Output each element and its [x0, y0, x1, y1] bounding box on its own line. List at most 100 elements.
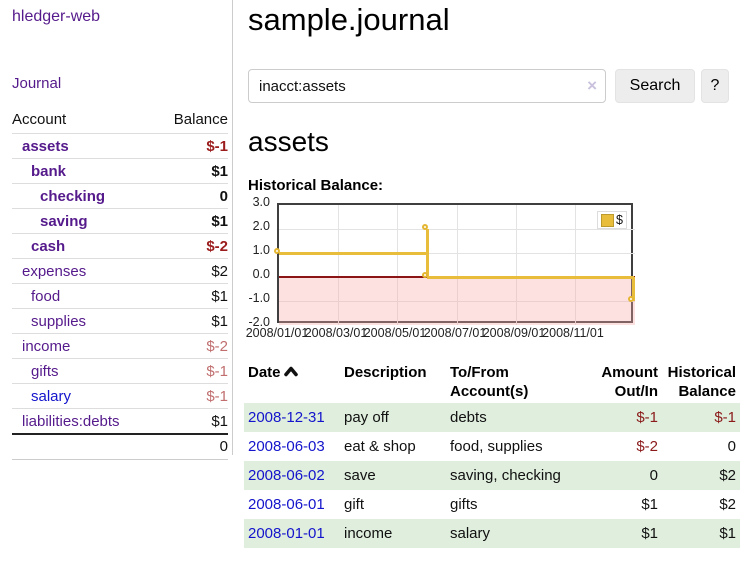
- account-row: food $1: [12, 283, 228, 308]
- column-header-amount-line2: Out/In: [614, 383, 658, 400]
- account-row: liabilities:debts $1: [12, 408, 228, 433]
- account-balance: $-1: [206, 138, 228, 155]
- account-balance: $1: [211, 288, 228, 305]
- gridline: [338, 205, 339, 325]
- account-row: cash $-2: [12, 233, 228, 258]
- x-tick-label: 2008/07/01: [423, 326, 487, 340]
- gridline: [279, 229, 635, 230]
- register-table: Date Description To/From Account(s) Amoun…: [244, 361, 740, 548]
- account-link-supplies[interactable]: supplies: [31, 313, 87, 330]
- transaction-amount: $-2: [636, 438, 658, 455]
- account-link-bank[interactable]: bank: [31, 163, 67, 180]
- transaction-amount: $1: [641, 496, 658, 513]
- transaction-accounts: saving, checking: [450, 467, 561, 484]
- account-row: checking 0: [12, 183, 228, 208]
- gridline: [279, 253, 635, 254]
- series-line-segment: [427, 275, 634, 279]
- transaction-date-link[interactable]: 2008-06-02: [248, 467, 325, 484]
- account-link-salary[interactable]: salary: [31, 388, 72, 405]
- column-header-balance-line2: Balance: [678, 383, 736, 400]
- transaction-amount: $-1: [636, 409, 658, 426]
- transaction-row[interactable]: 2008-01-01 income salary $1 $1: [244, 519, 740, 548]
- column-header-amount: Amount Out/In: [578, 361, 662, 403]
- transaction-description: gift: [344, 496, 365, 513]
- column-header-date-label: Date: [248, 364, 281, 381]
- transaction-date-link[interactable]: 2008-12-31: [248, 409, 325, 426]
- transaction-balance: $2: [719, 467, 736, 484]
- account-row: income $-2: [12, 333, 228, 358]
- plot-area: $: [273, 203, 635, 325]
- transaction-date-link[interactable]: 2008-06-03: [248, 438, 325, 455]
- account-link-food[interactable]: food: [31, 288, 61, 305]
- account-link-liabilities-debts[interactable]: liabilities:debts: [22, 413, 120, 430]
- sidebar-item-journal[interactable]: Journal: [12, 75, 62, 92]
- transaction-row[interactable]: 2008-06-03 eat & shop food, supplies $-2…: [244, 432, 740, 461]
- y-tick-label: -1.0: [248, 291, 270, 305]
- transaction-row[interactable]: 2008-06-01 gift gifts $1 $2: [244, 490, 740, 519]
- accounts-table: Account Balance assets $-1 bank $1 check…: [12, 108, 228, 460]
- transaction-description: income: [344, 525, 393, 542]
- transaction-row[interactable]: 2008-06-02 save saving, checking 0 $2: [244, 461, 740, 490]
- search-input[interactable]: [248, 69, 606, 103]
- transaction-date-link[interactable]: 2008-06-01: [248, 496, 325, 513]
- gridline: [397, 205, 398, 325]
- series-line-segment: [279, 251, 427, 255]
- transaction-amount: $1: [641, 525, 658, 542]
- account-row: saving $1: [12, 208, 228, 233]
- gridline: [516, 205, 517, 325]
- account-link-checking[interactable]: checking: [40, 188, 106, 205]
- legend-label: $: [616, 213, 623, 227]
- account-balance: $2: [211, 263, 228, 280]
- gridline: [575, 205, 576, 325]
- account-link-income[interactable]: income: [22, 338, 71, 355]
- data-point-marker: [627, 295, 634, 302]
- transaction-accounts: food, supplies: [450, 438, 543, 455]
- account-balance: 0: [219, 188, 228, 205]
- negative-region-fill: [279, 277, 635, 325]
- search-button[interactable]: Search: [615, 69, 695, 103]
- series-line-segment: [631, 277, 635, 301]
- x-tick-label: 2008/03/01: [304, 326, 368, 340]
- y-tick-label: 2.0: [252, 219, 270, 233]
- transaction-row[interactable]: 2008-12-31 pay off debts $-1 $-1: [244, 403, 740, 432]
- transaction-accounts: salary: [450, 525, 491, 542]
- y-tick-label: 0.0: [252, 267, 270, 281]
- gridline: [279, 301, 635, 302]
- gridline: [457, 205, 458, 325]
- legend-swatch: [601, 213, 615, 227]
- app-title-link[interactable]: hledger-web: [12, 8, 101, 25]
- sort-ascending-icon: [283, 363, 298, 382]
- account-heading: assets: [248, 126, 329, 157]
- account-link-assets[interactable]: assets: [22, 138, 69, 155]
- search-bar: × Search ?: [248, 69, 729, 103]
- data-point-marker: [421, 271, 428, 278]
- x-tick-label: 2008/09/01: [482, 326, 546, 340]
- account-balance: $1: [211, 413, 228, 430]
- column-header-tofrom-line2: Account(s): [450, 383, 529, 400]
- transaction-balance: $1: [719, 525, 736, 542]
- sidebar: hledger-web Journal Account Balance asse…: [0, 0, 233, 460]
- data-point-marker: [273, 247, 280, 254]
- chart-title: Historical Balance:: [248, 177, 384, 194]
- x-tick-label: 2008/01/01: [245, 326, 309, 340]
- accounts-total-row: 0: [12, 433, 228, 460]
- column-header-date[interactable]: Date: [244, 361, 340, 403]
- account-link-saving[interactable]: saving: [40, 213, 88, 230]
- clear-search-icon[interactable]: ×: [587, 76, 597, 95]
- transaction-balance: $-1: [714, 409, 736, 426]
- account-link-expenses[interactable]: expenses: [22, 263, 87, 280]
- transaction-date-link[interactable]: 2008-01-01: [248, 525, 325, 542]
- account-link-cash[interactable]: cash: [31, 238, 66, 255]
- column-header-tofrom-line1: To/From: [450, 364, 509, 381]
- accounts-total-value: 0: [219, 438, 228, 455]
- historical-balance-chart: 3.0 2.0 1.0 0.0 -1.0 -2.0 $ 2008/01/01 2…: [240, 194, 742, 346]
- series-line-segment: [425, 229, 429, 277]
- account-row: bank $1: [12, 158, 228, 183]
- x-tick-label: 2008/05/01: [363, 326, 427, 340]
- transaction-balance: 0: [727, 438, 736, 455]
- account-link-gifts[interactable]: gifts: [31, 363, 59, 380]
- accounts-header-account: Account: [12, 111, 67, 128]
- y-tick-label: 3.0: [252, 195, 270, 209]
- help-button[interactable]: ?: [701, 69, 729, 103]
- accounts-header-balance: Balance: [173, 111, 228, 128]
